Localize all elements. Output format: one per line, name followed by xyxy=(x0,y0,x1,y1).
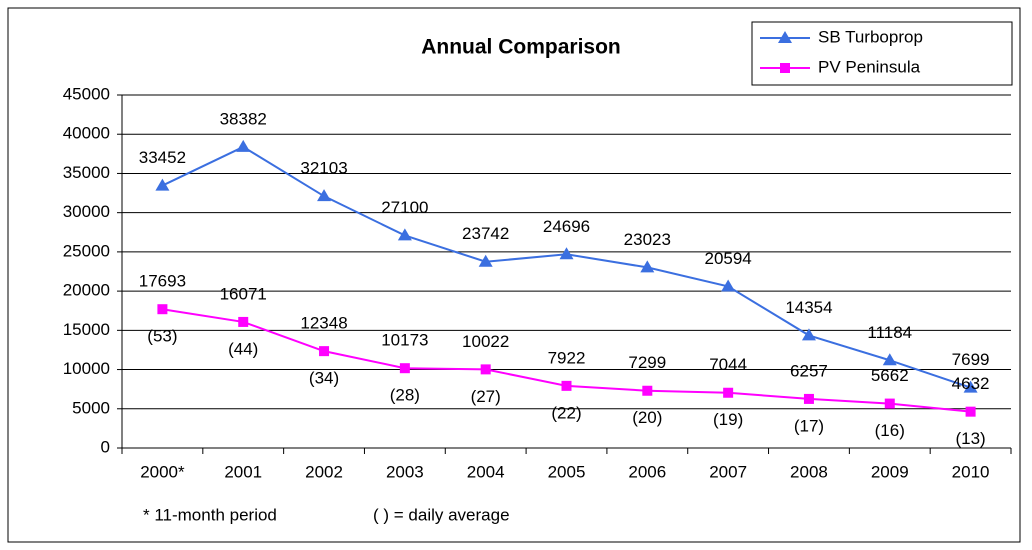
data-label: 11184 xyxy=(867,323,912,342)
y-tick-label: 35000 xyxy=(63,163,110,182)
marker xyxy=(155,178,170,191)
daily-average-label: (13) xyxy=(955,429,985,448)
y-tick-label: 30000 xyxy=(63,202,110,221)
marker xyxy=(157,304,168,315)
x-tick-label: 2002 xyxy=(305,462,343,481)
annotation: ( ) = daily average xyxy=(373,505,510,524)
daily-average-label: (28) xyxy=(390,386,420,405)
marker xyxy=(882,353,897,366)
y-tick-label: 45000 xyxy=(63,84,110,103)
data-label: 4632 xyxy=(952,374,990,393)
data-label: 33452 xyxy=(139,148,186,167)
legend-marker xyxy=(778,31,792,43)
daily-average-label: (22) xyxy=(551,403,581,422)
data-label: 6257 xyxy=(790,361,828,380)
daily-average-label: (53) xyxy=(147,327,177,346)
data-label: 17693 xyxy=(139,272,186,291)
daily-average-label: (27) xyxy=(471,387,501,406)
data-label: 23023 xyxy=(624,230,671,249)
marker xyxy=(236,139,251,152)
x-tick-label: 2010 xyxy=(952,462,990,481)
x-tick-label: 2009 xyxy=(871,462,909,481)
marker xyxy=(238,316,249,327)
marker xyxy=(319,346,330,357)
x-tick-label: 2000* xyxy=(140,462,185,481)
marker xyxy=(801,328,816,341)
x-tick-label: 2006 xyxy=(628,462,666,481)
data-label: 38382 xyxy=(220,109,267,128)
marker xyxy=(640,260,655,273)
legend-label: SB Turboprop xyxy=(818,27,923,46)
data-label: 32103 xyxy=(300,159,347,178)
data-label: 7299 xyxy=(628,353,666,372)
data-label: 7922 xyxy=(548,348,586,367)
marker xyxy=(397,228,412,241)
x-tick-label: 2004 xyxy=(467,462,505,481)
data-label: 7699 xyxy=(952,350,990,369)
y-tick-label: 15000 xyxy=(63,320,110,339)
marker xyxy=(884,398,895,409)
legend-label: PV Peninsula xyxy=(818,57,921,76)
data-label: 7044 xyxy=(709,355,747,374)
marker xyxy=(721,279,736,292)
marker xyxy=(642,385,653,396)
data-label: 20594 xyxy=(704,249,751,268)
marker xyxy=(965,406,976,417)
marker xyxy=(723,387,734,398)
x-tick-label: 2005 xyxy=(548,462,586,481)
y-tick-label: 10000 xyxy=(63,359,110,378)
data-label: 27100 xyxy=(381,198,428,217)
marker xyxy=(478,254,493,267)
marker xyxy=(399,363,410,374)
x-tick-label: 2003 xyxy=(386,462,424,481)
data-label: 10173 xyxy=(381,331,428,350)
marker xyxy=(561,380,572,391)
marker xyxy=(963,380,978,393)
y-tick-label: 20000 xyxy=(63,281,110,300)
data-label: 23742 xyxy=(462,224,509,243)
data-label: 16071 xyxy=(220,284,267,303)
y-tick-label: 40000 xyxy=(63,124,110,143)
data-label: 24696 xyxy=(543,217,590,236)
data-label: 5662 xyxy=(871,366,909,385)
chart-title: Annual Comparison xyxy=(421,36,621,59)
marker xyxy=(803,393,814,404)
marker xyxy=(480,364,491,375)
chart-border xyxy=(7,7,1021,543)
daily-average-label: (20) xyxy=(632,408,662,427)
y-tick-label: 0 xyxy=(101,437,110,456)
daily-average-label: (44) xyxy=(228,339,258,358)
data-label: 10022 xyxy=(462,332,509,351)
legend-marker xyxy=(780,63,790,73)
annotation: * 11-month period xyxy=(143,505,277,524)
x-tick-label: 2007 xyxy=(709,462,747,481)
x-tick-label: 2008 xyxy=(790,462,828,481)
daily-average-label: (19) xyxy=(713,410,743,429)
legend-box xyxy=(751,21,1013,86)
daily-average-label: (17) xyxy=(794,416,824,435)
data-label: 12348 xyxy=(300,314,347,333)
daily-average-label: (16) xyxy=(875,421,905,440)
marker xyxy=(559,247,574,260)
daily-average-label: (34) xyxy=(309,369,339,388)
marker xyxy=(317,189,332,202)
data-label: 14354 xyxy=(785,298,832,317)
y-tick-label: 5000 xyxy=(72,398,110,417)
x-tick-label: 2001 xyxy=(224,462,262,481)
y-tick-label: 25000 xyxy=(63,241,110,260)
